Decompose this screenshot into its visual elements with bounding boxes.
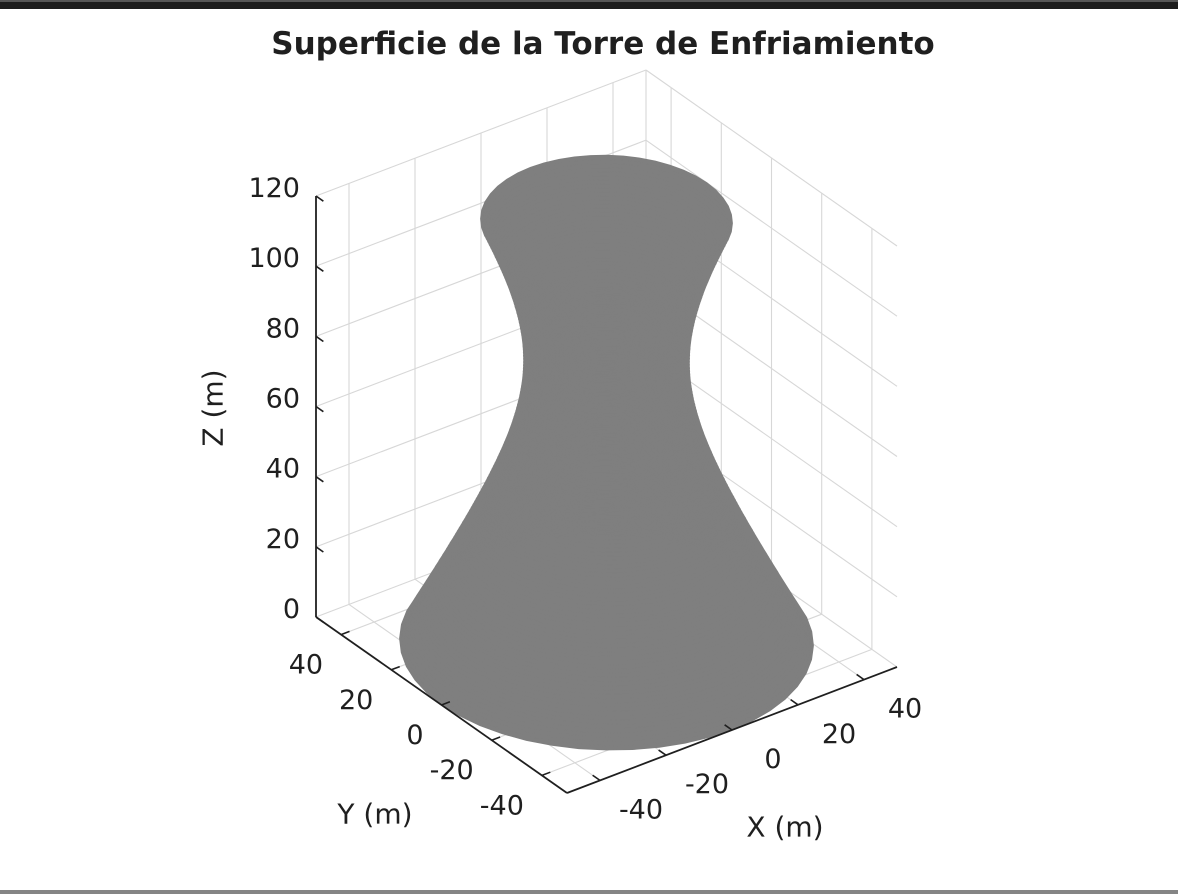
x-tick-label: 20 bbox=[822, 719, 856, 750]
x-tick-label: -40 bbox=[619, 794, 663, 825]
cooling-tower-surface bbox=[399, 154, 814, 751]
x-tick bbox=[856, 673, 865, 681]
z-tick-label: 0 bbox=[283, 594, 300, 625]
x-tick bbox=[658, 749, 667, 756]
z-tick bbox=[315, 405, 324, 413]
y-tick-label: -20 bbox=[430, 755, 474, 786]
y-tick bbox=[340, 630, 350, 636]
z-tick bbox=[315, 546, 324, 553]
y-tick-label: 40 bbox=[289, 650, 323, 681]
y-axis-label: Y (m) bbox=[337, 797, 413, 831]
x-axis-label: X (m) bbox=[746, 810, 824, 844]
x-tick bbox=[592, 774, 601, 782]
x-tick-label: 0 bbox=[764, 744, 781, 775]
x-tick bbox=[790, 698, 799, 706]
x-tick-label: 40 bbox=[888, 694, 922, 725]
z-tick bbox=[315, 195, 324, 202]
plot-title: Superficie de la Torre de Enfriamiento bbox=[271, 26, 935, 62]
y-tick bbox=[491, 736, 501, 741]
z-tick-label: 60 bbox=[266, 384, 300, 415]
z-tick-label: 40 bbox=[266, 454, 300, 485]
x-tick bbox=[724, 724, 733, 731]
y-tick bbox=[541, 771, 551, 777]
window-top-bar bbox=[0, 0, 1178, 9]
z-tick-label: 100 bbox=[248, 243, 300, 274]
y-tick bbox=[391, 665, 400, 671]
z-axis-label: Z (m) bbox=[196, 369, 230, 447]
y-tick-label: 0 bbox=[406, 720, 423, 751]
x-tick-label: -20 bbox=[685, 769, 729, 800]
z-tick bbox=[315, 335, 324, 343]
y-tick-label: 20 bbox=[339, 685, 373, 716]
y-tick-label: -40 bbox=[480, 790, 524, 821]
z-tick-label: 80 bbox=[266, 313, 300, 344]
z-tick-label: 20 bbox=[266, 524, 300, 555]
z-tick bbox=[315, 265, 324, 272]
z-tick-label: 120 bbox=[248, 173, 300, 204]
window-bottom-bar bbox=[0, 890, 1178, 894]
z-tick bbox=[315, 616, 324, 623]
y-tick bbox=[441, 701, 451, 706]
z-tick bbox=[315, 476, 324, 483]
